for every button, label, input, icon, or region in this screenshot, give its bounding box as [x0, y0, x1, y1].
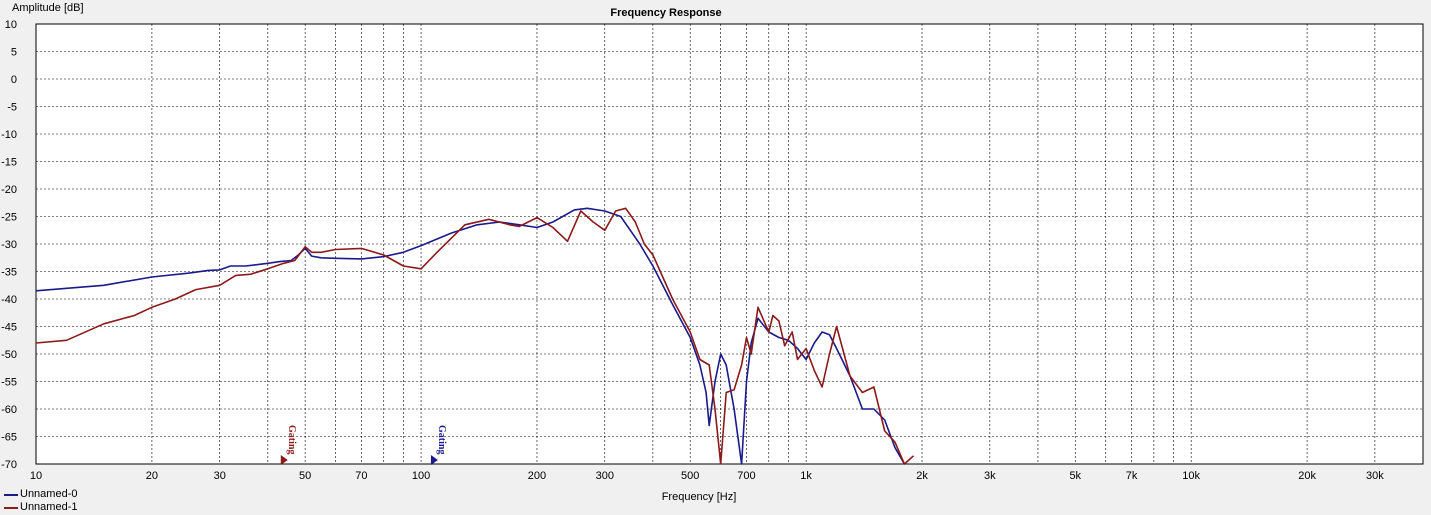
x-tick-label: 1k — [800, 470, 812, 482]
legend-swatch-blue — [4, 493, 18, 496]
x-tick-label: 2k — [916, 470, 928, 482]
y-tick-label: -45 — [1, 322, 17, 334]
x-tick-label: 20 — [146, 470, 158, 482]
y-tick-label: -55 — [1, 377, 17, 389]
legend-item-unnamed-1: Unnamed-1 — [4, 501, 77, 514]
y-tick-label: -25 — [1, 212, 17, 224]
legend-swatch-red — [4, 506, 18, 509]
series-line-unnamed-1 — [35, 207, 915, 465]
x-tick-label: 10k — [1182, 470, 1200, 482]
x-tick-label: 300 — [596, 470, 614, 482]
y-tick-label: 10 — [5, 19, 17, 31]
x-tick-label: 7k — [1126, 470, 1138, 482]
x-tick-label: 5k — [1069, 470, 1081, 482]
legend-label: Unnamed-0 — [20, 488, 78, 500]
y-axis-label: Amplitude [dB] — [12, 2, 84, 14]
y-tick-label: -35 — [1, 267, 17, 279]
y-tick-label: -20 — [1, 184, 17, 196]
x-tick-label: 30k — [1366, 470, 1384, 482]
y-tick-label: -10 — [1, 129, 17, 141]
x-tick-label: 70 — [355, 470, 367, 482]
y-tick-label: -30 — [1, 239, 17, 251]
y-tick-label: -5 — [7, 102, 17, 114]
gating-marker-icon — [280, 455, 288, 465]
y-tick-label: 0 — [11, 74, 17, 86]
legend-label: Unnamed-1 — [20, 501, 78, 513]
x-tick-label: 50 — [299, 470, 311, 482]
x-tick-label: 10 — [30, 470, 42, 482]
x-axis-label: Frequency [Hz] — [662, 491, 737, 503]
gating-label: Gating — [436, 425, 447, 454]
x-tick-label: 30 — [214, 470, 226, 482]
x-tick-label: 700 — [737, 470, 755, 482]
y-tick-label: -65 — [1, 432, 17, 444]
y-tick-label: 5 — [11, 47, 17, 59]
x-tick-label: 20k — [1298, 470, 1316, 482]
y-tick-label: -40 — [1, 294, 17, 306]
y-tick-label: -70 — [1, 459, 17, 471]
y-tick-label: -60 — [1, 404, 17, 416]
x-tick-label: 3k — [984, 470, 996, 482]
legend: Unnamed-0 Unnamed-1 — [4, 488, 77, 514]
y-tick-label: -50 — [1, 349, 17, 361]
chart-title: Frequency Response — [610, 7, 721, 19]
y-tick-label: -15 — [1, 157, 17, 169]
x-tick-label: 500 — [681, 470, 699, 482]
x-tick-label: 100 — [412, 470, 430, 482]
gating-marker-icon — [430, 455, 438, 465]
x-tick-label: 200 — [528, 470, 546, 482]
series-line-unnamed-0 — [35, 207, 906, 465]
legend-item-unnamed-0: Unnamed-0 — [4, 488, 77, 501]
gating-label: Gating — [286, 425, 297, 454]
